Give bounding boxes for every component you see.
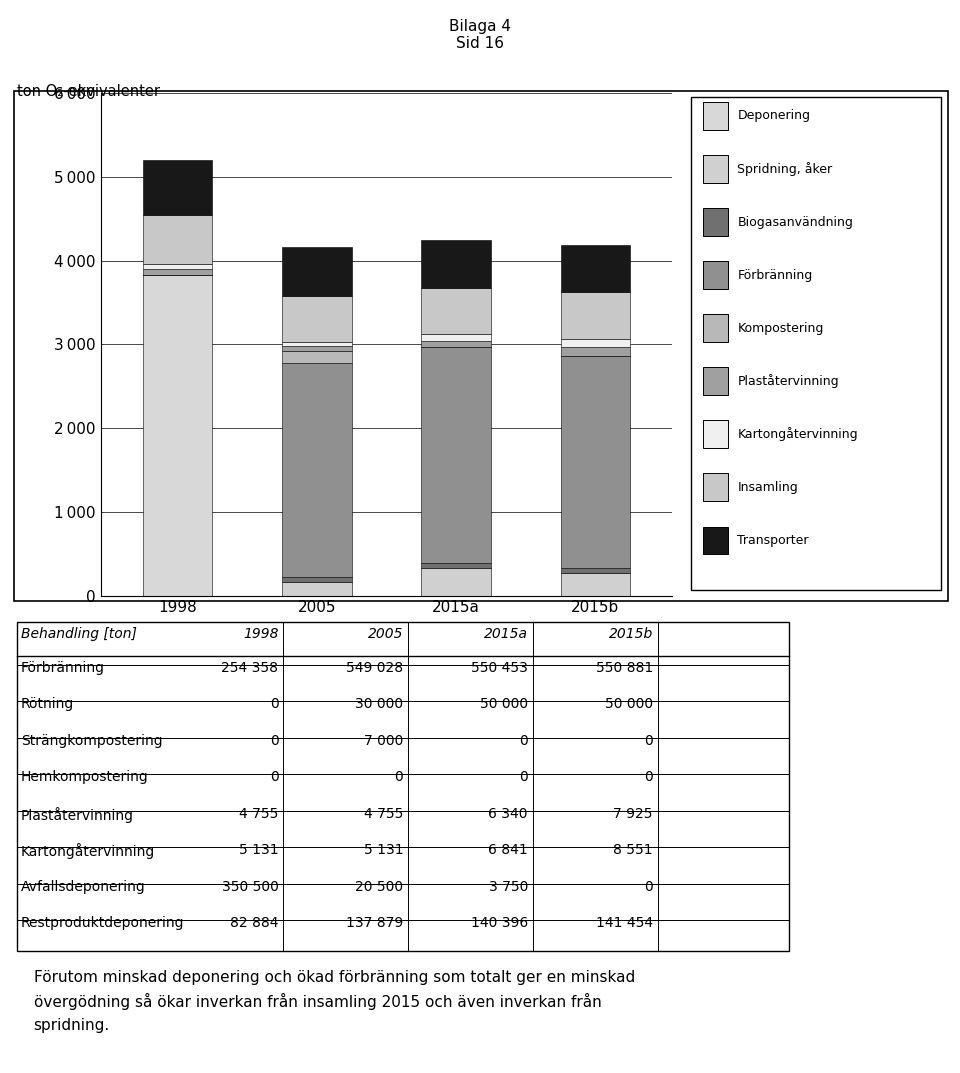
Bar xyxy=(282,347,351,351)
Bar xyxy=(143,160,212,215)
Bar xyxy=(421,288,491,335)
Text: 0: 0 xyxy=(270,770,278,784)
Text: Kompostering: Kompostering xyxy=(737,322,824,335)
Text: 0: 0 xyxy=(644,880,653,894)
Text: 549 028: 549 028 xyxy=(346,661,403,675)
Text: Kartongåtervinning: Kartongåtervinning xyxy=(737,427,858,441)
Text: Avfallsdeponering: Avfallsdeponering xyxy=(21,880,146,894)
Bar xyxy=(421,340,491,348)
Text: 50 000: 50 000 xyxy=(480,697,528,711)
Bar xyxy=(282,341,351,347)
Text: 0: 0 xyxy=(644,770,653,784)
Text: 350 500: 350 500 xyxy=(222,880,278,894)
Bar xyxy=(421,335,491,340)
Text: Förutom minskad deponering och ökad förbränning som totalt ger en minskad
övergö: Förutom minskad deponering och ökad förb… xyxy=(34,970,635,1032)
Bar xyxy=(421,239,491,288)
Bar xyxy=(282,248,351,296)
Bar xyxy=(561,569,630,573)
Bar xyxy=(421,569,491,596)
Text: 2005: 2005 xyxy=(368,627,403,641)
Text: 254 358: 254 358 xyxy=(222,661,278,675)
Text: 4 755: 4 755 xyxy=(239,807,278,821)
Text: 550 881: 550 881 xyxy=(595,661,653,675)
Text: Rötning: Rötning xyxy=(21,697,74,711)
Text: 550 453: 550 453 xyxy=(471,661,528,675)
Bar xyxy=(143,264,212,268)
Text: 2015a: 2015a xyxy=(484,627,528,641)
Text: Biogasanvändning: Biogasanvändning xyxy=(737,216,853,229)
Bar xyxy=(282,363,351,577)
Text: Plaståtervinning: Plaståtervinning xyxy=(737,374,839,388)
Text: 0: 0 xyxy=(644,734,653,748)
Text: 0: 0 xyxy=(519,734,528,748)
Text: Förbränning: Förbränning xyxy=(21,661,106,675)
Text: 82 884: 82 884 xyxy=(229,916,278,930)
Text: 7 925: 7 925 xyxy=(613,807,653,821)
Text: 4 755: 4 755 xyxy=(364,807,403,821)
Text: 3 750: 3 750 xyxy=(489,880,528,894)
Text: 1998: 1998 xyxy=(243,627,278,641)
Text: 20 500: 20 500 xyxy=(355,880,403,894)
Text: 0: 0 xyxy=(270,697,278,711)
Text: Förbränning: Förbränning xyxy=(737,268,812,281)
Bar xyxy=(143,268,212,275)
Text: 6 841: 6 841 xyxy=(489,843,528,857)
Text: 50 000: 50 000 xyxy=(605,697,653,711)
Text: Behandling [ton]: Behandling [ton] xyxy=(21,627,137,641)
Bar xyxy=(282,296,351,341)
Text: Hemkompostering: Hemkompostering xyxy=(21,770,149,784)
Bar xyxy=(561,246,630,292)
Text: 7 000: 7 000 xyxy=(364,734,403,748)
Text: 8 551: 8 551 xyxy=(613,843,653,857)
Text: Sid 16: Sid 16 xyxy=(456,36,504,52)
Bar xyxy=(561,347,630,356)
Text: 5 131: 5 131 xyxy=(364,843,403,857)
Bar xyxy=(143,215,212,264)
Text: Plaståtervinning: Plaståtervinning xyxy=(21,807,134,823)
Text: 30 000: 30 000 xyxy=(355,697,403,711)
Text: 6 340: 6 340 xyxy=(489,807,528,821)
Text: 137 879: 137 879 xyxy=(346,916,403,930)
Text: ton O₂-ekvivalenter: ton O₂-ekvivalenter xyxy=(17,84,160,99)
Bar xyxy=(561,573,630,596)
Bar xyxy=(561,356,630,569)
Text: Insamling: Insamling xyxy=(737,481,798,494)
Text: Bilaga 4: Bilaga 4 xyxy=(449,19,511,34)
Bar xyxy=(143,275,212,596)
Bar xyxy=(282,577,351,582)
Bar xyxy=(561,292,630,339)
Text: 2015b: 2015b xyxy=(609,627,653,641)
Text: 0: 0 xyxy=(270,734,278,748)
Text: Strängkompostering: Strängkompostering xyxy=(21,734,163,748)
Bar xyxy=(421,348,491,563)
Text: 5 131: 5 131 xyxy=(239,843,278,857)
Bar xyxy=(421,563,491,569)
Text: 141 454: 141 454 xyxy=(595,916,653,930)
Text: 140 396: 140 396 xyxy=(470,916,528,930)
Bar xyxy=(282,351,351,363)
Bar xyxy=(282,582,351,596)
Text: Restproduktdeponering: Restproduktdeponering xyxy=(21,916,184,930)
Bar xyxy=(561,339,630,347)
Text: Spridning, åker: Spridning, åker xyxy=(737,162,832,176)
Text: Transporter: Transporter xyxy=(737,534,808,547)
Text: Deponering: Deponering xyxy=(737,109,810,122)
Text: 0: 0 xyxy=(519,770,528,784)
Text: Kartongåtervinning: Kartongåtervinning xyxy=(21,843,156,859)
Text: 0: 0 xyxy=(395,770,403,784)
